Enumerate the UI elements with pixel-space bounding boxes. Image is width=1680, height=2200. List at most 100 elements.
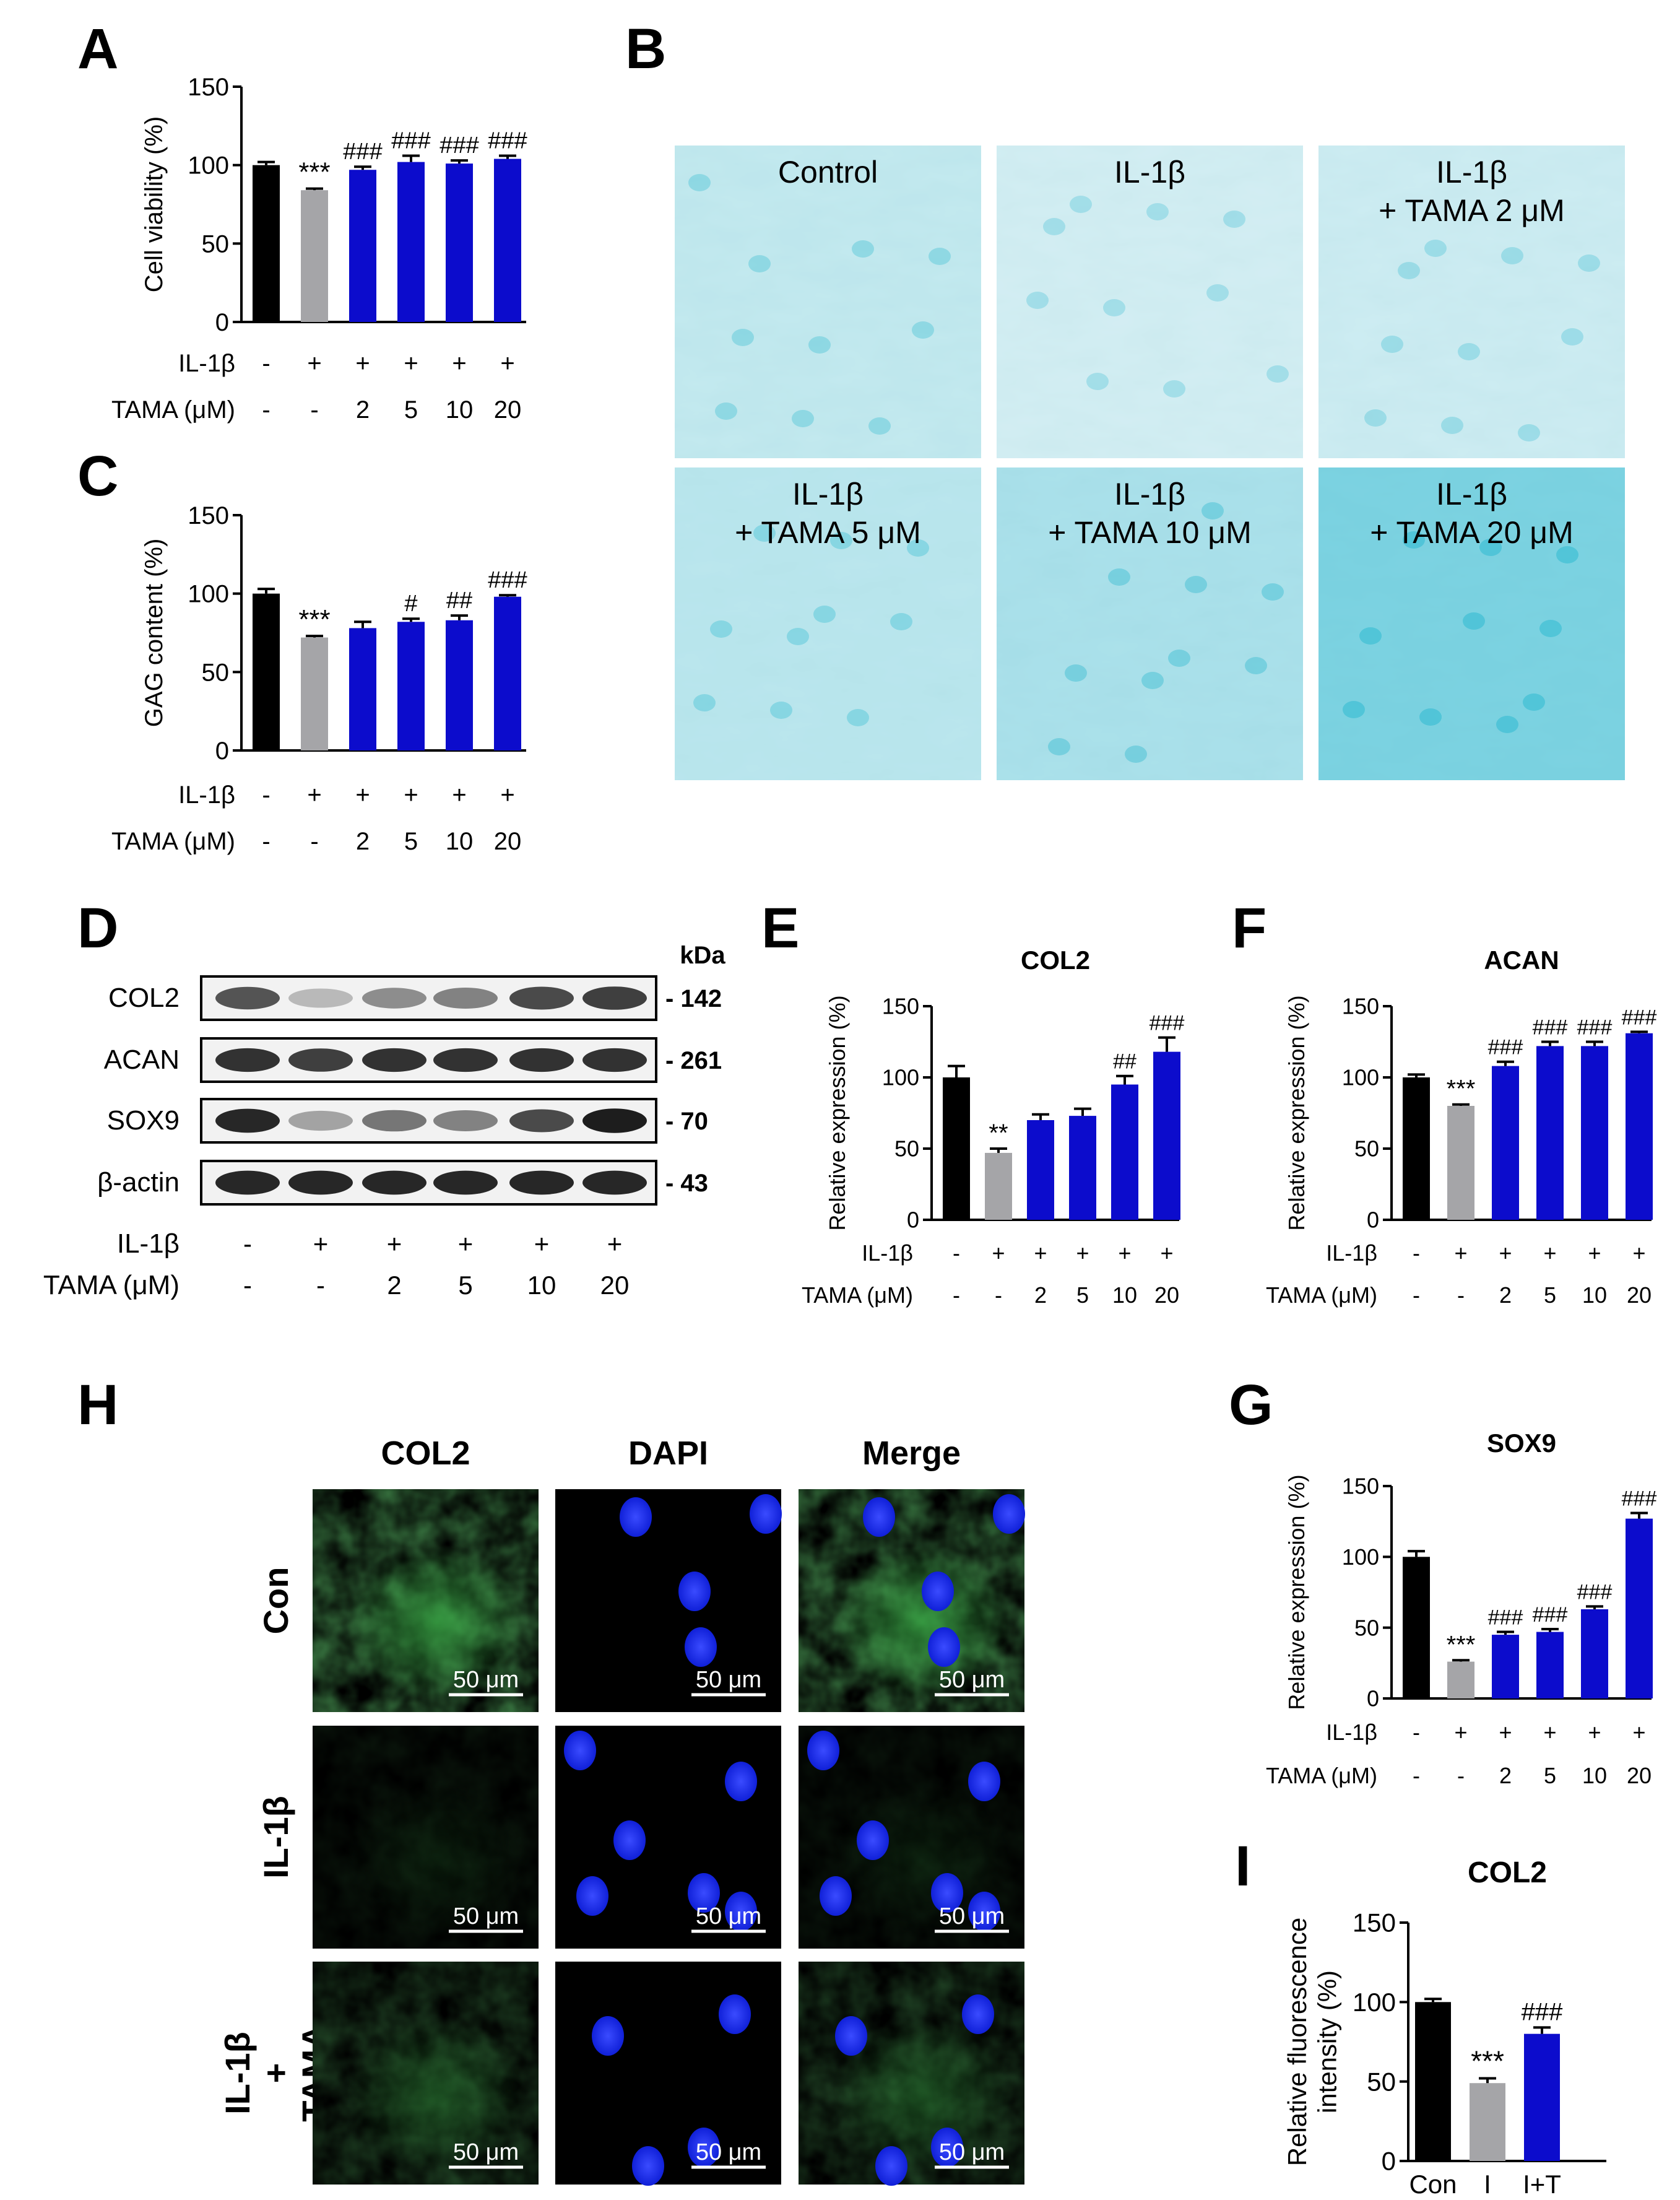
dapi-nucleus bbox=[564, 1731, 596, 1770]
scale-bar-label: 50 μm bbox=[939, 1903, 1005, 1929]
y-tick-label: 100 bbox=[1353, 1988, 1396, 2017]
bar bbox=[349, 170, 376, 322]
cell-nucleus bbox=[868, 417, 891, 435]
tama-dose: 20 bbox=[1627, 1282, 1652, 1308]
y-tick-label: 150 bbox=[188, 502, 229, 529]
y-tick-label: 50 bbox=[202, 659, 230, 686]
significance-mark: ### bbox=[391, 128, 430, 154]
bar bbox=[446, 163, 473, 322]
row-label: IL-1β bbox=[256, 1796, 295, 1879]
cell-nucleus bbox=[770, 702, 792, 719]
cell-nucleus bbox=[1539, 620, 1562, 637]
chart-cell-viability: 0 50 100 150 Cell viability (%) *** ### ### ### #… bbox=[111, 74, 527, 424]
y-tick-label: 150 bbox=[1353, 1908, 1396, 1937]
il1b-sign: + bbox=[1632, 1240, 1645, 1266]
row-label-il1b: IL-1β bbox=[1326, 1720, 1377, 1745]
protein-band bbox=[582, 986, 647, 1010]
panel-letter-a: A bbox=[77, 17, 118, 80]
tama-dose: - bbox=[243, 1271, 252, 1300]
protein-band bbox=[215, 986, 280, 1010]
protein-band bbox=[215, 1048, 280, 1072]
il1b-sign: + bbox=[313, 1229, 329, 1258]
significance-mark: ### bbox=[1577, 1580, 1613, 1604]
cell-nucleus bbox=[1223, 211, 1245, 228]
dapi-nucleus bbox=[725, 1892, 757, 1931]
il1b-sign: + bbox=[534, 1229, 550, 1258]
cell-nucleus bbox=[1026, 292, 1049, 309]
bar bbox=[1581, 1046, 1608, 1220]
row-label-tama: TAMA (μM) bbox=[43, 1270, 180, 1300]
tama-dose: - bbox=[1413, 1763, 1420, 1788]
row-label-il1b: IL-1β bbox=[178, 781, 235, 809]
il1b-sign: + bbox=[355, 781, 370, 809]
protein-label: β-actin bbox=[97, 1167, 180, 1198]
y-axis-label: Relative expression (%) bbox=[1284, 995, 1309, 1230]
il1b-sign: + bbox=[1632, 1720, 1645, 1745]
protein-band bbox=[582, 1108, 647, 1133]
dapi-nucleus bbox=[678, 1572, 711, 1611]
panel-letter-d: D bbox=[77, 897, 118, 960]
col2-cell-glow bbox=[346, 1781, 527, 1937]
micrograph-label: IL-1β bbox=[792, 477, 864, 511]
col2-cell-glow bbox=[832, 1545, 1013, 1701]
tama-dose: 20 bbox=[1627, 1763, 1652, 1788]
bar bbox=[1524, 2033, 1560, 2161]
tama-dose: 20 bbox=[1154, 1282, 1179, 1308]
cell-nucleus bbox=[1441, 417, 1463, 434]
significance-mark: ### bbox=[1622, 1006, 1657, 1029]
bar bbox=[301, 190, 328, 322]
micrograph-label: IL-1β bbox=[1114, 155, 1185, 189]
cell-nucleus bbox=[1463, 612, 1485, 630]
significance-mark: ### bbox=[1488, 1036, 1523, 1059]
protein-band bbox=[288, 988, 353, 1008]
il1b-sign: + bbox=[1454, 1720, 1467, 1745]
micrograph-texture bbox=[997, 467, 1303, 780]
cell-nucleus bbox=[1424, 240, 1447, 257]
fluorescence-image bbox=[555, 1489, 781, 1712]
significance-mark: *** bbox=[1447, 1631, 1476, 1658]
tama-dose: 2 bbox=[356, 396, 370, 424]
il1b-sign: + bbox=[992, 1240, 1005, 1266]
il1b-sign: + bbox=[404, 350, 418, 377]
cell-nucleus bbox=[1065, 664, 1087, 682]
protein-band bbox=[509, 1109, 574, 1133]
dapi-nucleus bbox=[688, 2128, 720, 2167]
cell-nucleus bbox=[1141, 672, 1164, 689]
dapi-nucleus bbox=[968, 1762, 1000, 1801]
significance-mark: ### bbox=[439, 133, 478, 159]
significance-mark: *** bbox=[298, 604, 330, 635]
bar bbox=[1027, 1120, 1054, 1220]
cell-nucleus bbox=[1578, 254, 1600, 272]
protein-band bbox=[288, 1048, 353, 1072]
dapi-nucleus bbox=[685, 1627, 717, 1667]
y-tick-label: 50 bbox=[894, 1136, 919, 1162]
col2-cell-glow bbox=[832, 2017, 1013, 2173]
row-label-tama: TAMA (μM) bbox=[802, 1282, 913, 1308]
il1b-sign: + bbox=[307, 781, 321, 809]
chart-title: ACAN bbox=[1484, 946, 1559, 975]
tama-dose: 2 bbox=[387, 1271, 401, 1300]
cell-nucleus bbox=[1086, 373, 1109, 390]
il1b-sign: + bbox=[607, 1229, 623, 1258]
tama-dose: - bbox=[1457, 1763, 1465, 1788]
il1b-sign: + bbox=[500, 350, 514, 377]
significance-mark: ## bbox=[446, 588, 472, 614]
scale-bar-label: 50 μm bbox=[453, 1667, 519, 1693]
il1b-sign: + bbox=[452, 350, 466, 377]
dapi-nucleus bbox=[820, 1876, 852, 1916]
significance-mark: ### bbox=[488, 128, 527, 154]
bar bbox=[1470, 2083, 1505, 2161]
dapi-nucleus bbox=[719, 1994, 751, 2034]
protein-band bbox=[362, 1170, 426, 1195]
bar bbox=[1581, 1609, 1608, 1698]
row-label-il1b: IL-1β bbox=[117, 1228, 180, 1259]
cell-nucleus bbox=[688, 174, 711, 191]
il1b-sign: - bbox=[953, 1240, 960, 1266]
micrograph-texture bbox=[675, 146, 981, 458]
protein-band bbox=[288, 1110, 353, 1131]
cell-nucleus bbox=[710, 620, 732, 638]
y-axis-label-line: Relative fluorescence bbox=[1283, 1918, 1312, 2167]
tama-dose: 2 bbox=[1034, 1282, 1047, 1308]
cell-nucleus bbox=[715, 402, 737, 420]
panel-letter-c: C bbox=[77, 445, 118, 508]
